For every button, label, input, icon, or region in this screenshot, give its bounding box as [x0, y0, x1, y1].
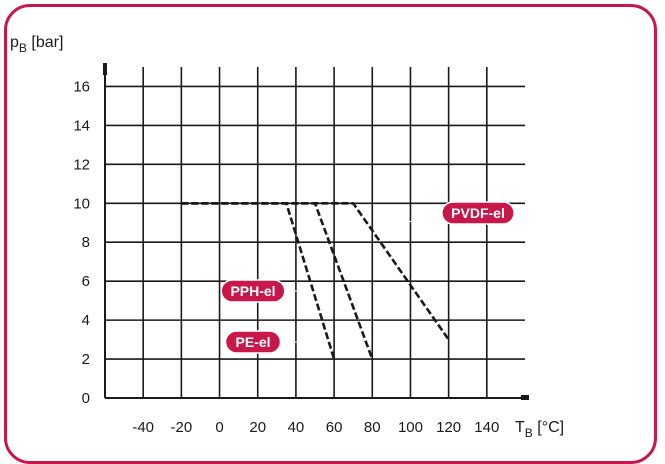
- series-labels: PVDF-el PPH-el PE-el: [220, 201, 515, 354]
- x-tick-label: -40: [132, 419, 154, 436]
- y-tick-label: 4: [82, 312, 90, 329]
- y-tick-label: 2: [82, 351, 90, 368]
- grid: [103, 63, 529, 400]
- y-tick-label: 14: [73, 117, 90, 134]
- y-tick-label: 16: [73, 78, 90, 95]
- y-tick-label: 0: [82, 390, 90, 407]
- y-tick-label: 12: [73, 156, 90, 173]
- y-axis-title: pB [bar]: [10, 34, 63, 55]
- x-axis-end-mark: [521, 395, 529, 400]
- x-tick-label: 0: [215, 419, 223, 436]
- series-line-pe-el: [181, 201, 336, 360]
- y-axis-end-mark: [103, 63, 107, 75]
- series-label-pph-el: PPH-el: [230, 283, 275, 299]
- x-tick-label: 120: [436, 419, 461, 436]
- x-tick-label: 100: [398, 419, 423, 436]
- x-tick-label: 80: [364, 419, 381, 436]
- x-tick-label: 140: [474, 419, 499, 436]
- y-tick-label: 6: [82, 273, 90, 290]
- series-lines: [181, 201, 450, 360]
- series-label-badge: [224, 330, 282, 354]
- label-leader-line: [379, 212, 434, 234]
- x-tick-label: 60: [326, 419, 343, 436]
- series-label-pvdf-el: PVDF-el: [451, 205, 505, 221]
- y-tick-label: 10: [73, 195, 90, 212]
- series-label-badge: [220, 279, 286, 303]
- series-line-pvdf-el: [181, 201, 450, 341]
- series-label-pe-el: PE-el: [235, 334, 270, 350]
- x-tick-label: -20: [171, 419, 193, 436]
- x-tick-label: 20: [249, 419, 266, 436]
- y-tick-label: 8: [82, 234, 90, 251]
- series-label-badge: [441, 201, 515, 225]
- pressure-temperature-chart: -40 -20 0 20 40 60 80 100 120 140 0 2 4 6 8 10 12 14 16 PV…: [10, 34, 564, 440]
- x-tick-label: 40: [288, 419, 305, 436]
- tick-labels: -40 -20 0 20 40 60 80 100 120 140 0 2 4 6 8 10 12 14 16: [73, 78, 499, 436]
- x-axis-title: TB [°C]: [515, 419, 564, 440]
